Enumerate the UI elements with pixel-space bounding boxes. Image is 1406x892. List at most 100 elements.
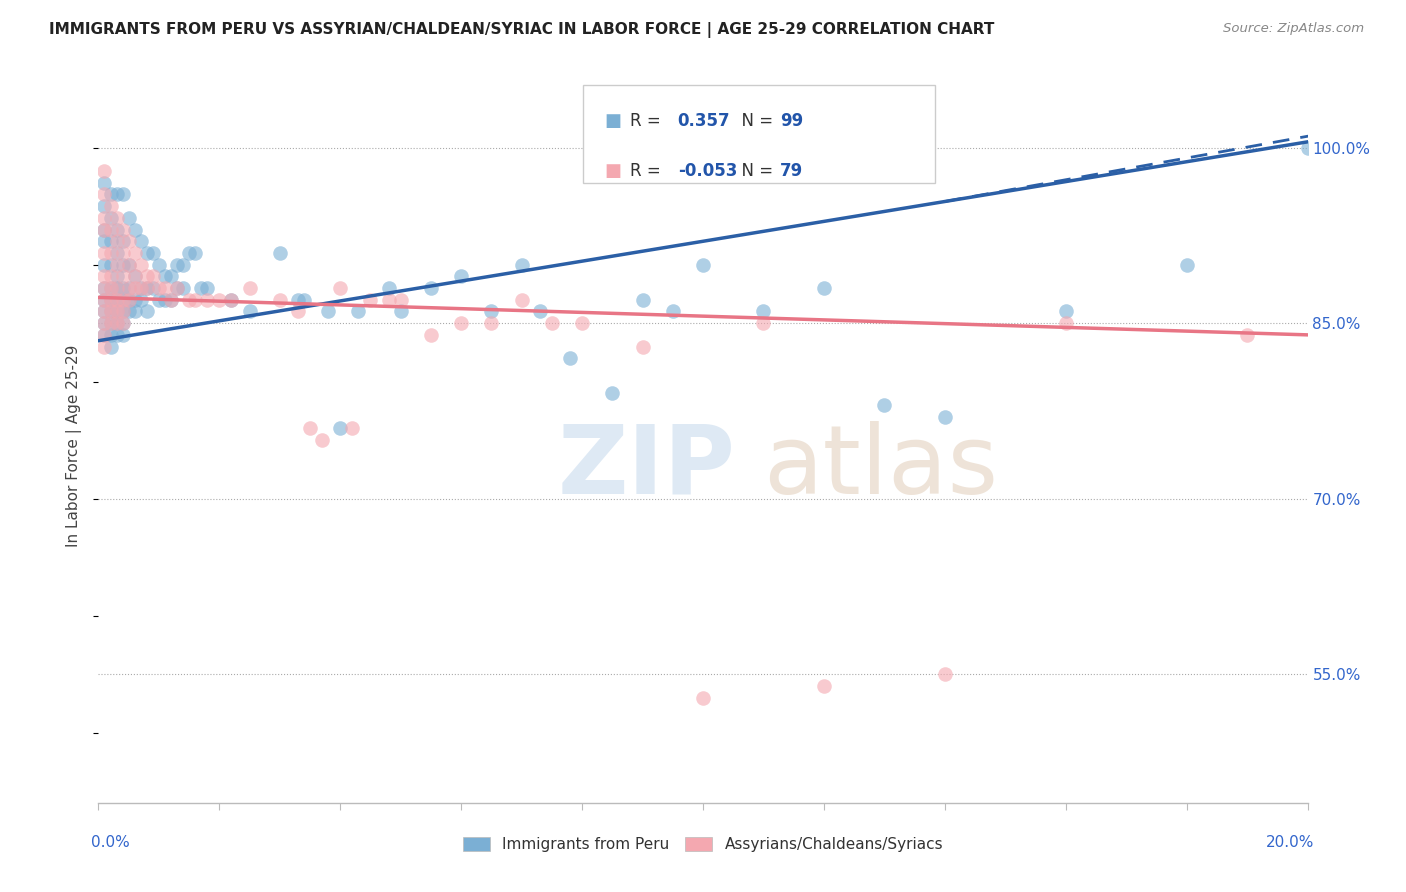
Point [105,281,128,295]
Point [142,281,165,295]
Point [221,293,243,307]
Point [93,211,115,225]
Point [100,211,122,225]
Point [377,293,399,307]
Point [105,222,128,236]
Point [342,421,364,435]
Point [420,327,443,342]
Point [105,211,128,225]
Point [481,316,503,330]
Point [934,667,956,681]
Point [135,269,157,284]
Point [450,269,472,284]
Point [142,269,165,284]
Point [118,234,141,248]
Point [111,234,134,248]
Text: -0.053: -0.053 [678,162,737,180]
Point [105,316,128,330]
Point [93,258,115,272]
Point [100,281,122,295]
Point [111,222,134,236]
Text: R =: R = [630,162,666,180]
Point [166,281,188,295]
Point [124,269,146,284]
Point [93,199,115,213]
Point [135,281,157,295]
Point [100,316,122,330]
Point [540,316,562,330]
Point [1054,316,1077,330]
Point [100,258,122,272]
Point [153,269,176,284]
Point [105,293,128,307]
Point [124,246,146,260]
Point [118,258,141,272]
Point [118,304,141,318]
Point [129,281,152,295]
Point [420,281,443,295]
Point [135,304,157,318]
Point [111,293,134,307]
Point [105,327,128,342]
Point [93,222,115,236]
Point [184,246,207,260]
Point [111,304,134,318]
Point [93,316,115,330]
Point [129,258,152,272]
Point [1175,258,1198,272]
Point [347,304,370,318]
Text: N =: N = [731,162,779,180]
Point [100,234,122,248]
Point [105,293,128,307]
Point [93,340,115,354]
Point [661,304,683,318]
Point [329,421,352,435]
Legend: Immigrants from Peru, Assyrians/Chaldeans/Syriacs: Immigrants from Peru, Assyrians/Chaldean… [463,838,943,852]
Text: Source: ZipAtlas.com: Source: ZipAtlas.com [1223,22,1364,36]
Point [129,234,152,248]
Point [287,304,309,318]
Text: atlas: atlas [763,421,998,514]
Point [190,281,212,295]
Point [481,304,503,318]
Point [111,327,134,342]
Point [111,316,134,330]
Point [1296,141,1319,155]
Text: 0.0%: 0.0% [91,836,131,850]
Point [100,269,122,284]
Point [105,187,128,202]
Point [100,304,122,318]
Point [752,316,775,330]
Point [558,351,581,366]
Point [239,281,262,295]
Point [111,246,134,260]
Point [100,340,122,354]
Point [118,281,141,295]
Point [269,246,291,260]
Text: 99: 99 [780,112,804,129]
Point [93,327,115,342]
Point [377,281,399,295]
Point [111,281,134,295]
Point [93,246,115,260]
Text: N =: N = [731,112,779,129]
Point [100,293,122,307]
Point [329,281,352,295]
Point [692,258,714,272]
Point [105,304,128,318]
Point [93,304,115,318]
Text: ■: ■ [605,162,621,180]
Point [105,234,128,248]
Point [124,269,146,284]
Point [813,679,835,693]
Point [239,304,262,318]
Point [160,293,183,307]
Point [195,281,218,295]
Y-axis label: In Labor Force | Age 25-29: In Labor Force | Age 25-29 [66,345,83,547]
Point [166,258,188,272]
Point [135,281,157,295]
Point [160,293,183,307]
Point [124,222,146,236]
Point [118,293,141,307]
Point [142,246,165,260]
